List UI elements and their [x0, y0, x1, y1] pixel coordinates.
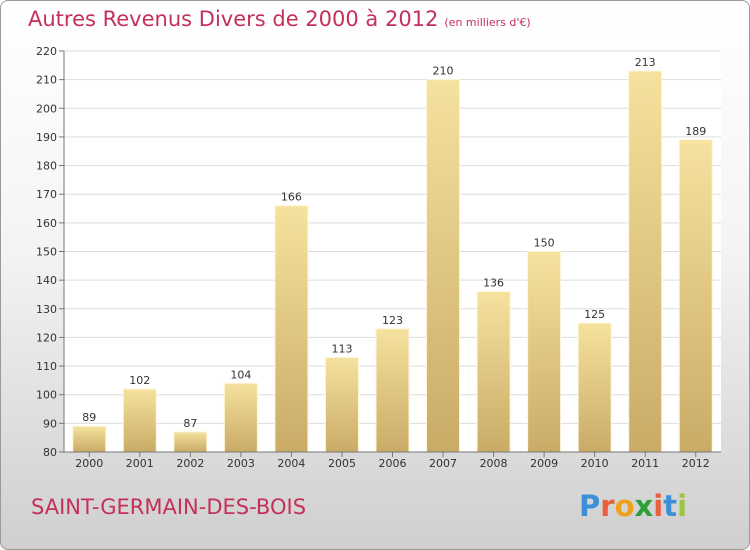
data-label: 189 [685, 125, 706, 138]
logo-letter: i [677, 489, 688, 523]
data-label: 89 [82, 411, 96, 424]
bar [628, 70, 663, 453]
chart-title-text: Autres Revenus Divers de 2000 à 2012 [28, 7, 439, 31]
data-label: 213 [635, 56, 656, 69]
x-tick-label: 2006 [379, 457, 407, 470]
x-axis: 2000 2001 2002 2003 2004 2005 2006 2007 2008 2009… [64, 451, 721, 470]
data-label: 166 [281, 191, 302, 204]
data-label: 113 [331, 342, 352, 355]
y-tick-label: 160 [36, 217, 57, 230]
y-tick-label: 210 [36, 74, 57, 87]
bar [223, 382, 258, 453]
x-tick-label: 2005 [328, 457, 356, 470]
y-tick-label: 80 [43, 446, 57, 459]
data-label: 136 [483, 277, 504, 290]
bar [426, 79, 461, 453]
data-label: 210 [433, 65, 454, 78]
y-axis: 80 90 100 110 120 130 140 150 160 170 180 190 200 210… [36, 45, 65, 459]
bar [577, 322, 612, 453]
y-tick-label: 150 [36, 246, 57, 259]
x-tick-label: 2009 [530, 457, 558, 470]
bar [274, 205, 309, 453]
logo-letter: t [663, 489, 678, 523]
y-tick-label: 170 [36, 188, 57, 201]
x-tick-label: 2010 [581, 457, 609, 470]
logo-letter: o [614, 489, 635, 523]
x-tick-label: 2003 [227, 457, 255, 470]
x-tick-label: 2008 [480, 457, 508, 470]
y-tick-label: 200 [36, 102, 57, 115]
chart-title: Autres Revenus Divers de 2000 à 2012 (en … [28, 7, 531, 31]
x-tick-label: 2000 [75, 457, 103, 470]
data-label: 123 [382, 314, 403, 327]
data-label: 102 [129, 374, 150, 387]
y-tick-label: 100 [36, 389, 57, 402]
y-tick-label: 110 [36, 360, 57, 373]
y-tick-label: 190 [36, 131, 57, 144]
bar [375, 328, 410, 453]
proxiti-logo: Proxiti [579, 489, 687, 523]
x-tick-label: 2001 [126, 457, 154, 470]
data-label: 104 [230, 368, 251, 381]
bar [324, 356, 359, 453]
y-tick-label: 140 [36, 274, 57, 287]
x-tick-label: 2007 [429, 457, 457, 470]
x-tick-label: 2004 [277, 457, 305, 470]
bar [476, 291, 511, 453]
data-label: 125 [584, 308, 605, 321]
x-tick-label: 2012 [682, 457, 710, 470]
bar [72, 425, 107, 453]
y-tick-label: 90 [43, 417, 57, 430]
data-label: 150 [534, 237, 555, 250]
bars: 89 102 87 104 166 113 123 210 136 150 125 213 189 [72, 56, 713, 453]
data-label: 87 [183, 417, 197, 430]
y-tick-label: 180 [36, 160, 57, 173]
place-name: SAINT-GERMAIN-DES-BOIS [31, 495, 307, 519]
y-tick-label: 120 [36, 331, 57, 344]
logo-letter: P [579, 489, 601, 523]
logo-letter: x [634, 489, 654, 523]
chart-subtitle: (en milliers d'€) [444, 16, 531, 29]
bar [678, 139, 713, 453]
logo-letter: i [653, 489, 664, 523]
bar [122, 388, 157, 453]
y-tick-label: 220 [36, 45, 57, 58]
x-tick-label: 2002 [176, 457, 204, 470]
bar [173, 431, 208, 453]
y-tick-label: 130 [36, 303, 57, 316]
bar [527, 251, 562, 453]
logo-letter: r [600, 489, 615, 523]
x-tick-label: 2011 [631, 457, 659, 470]
